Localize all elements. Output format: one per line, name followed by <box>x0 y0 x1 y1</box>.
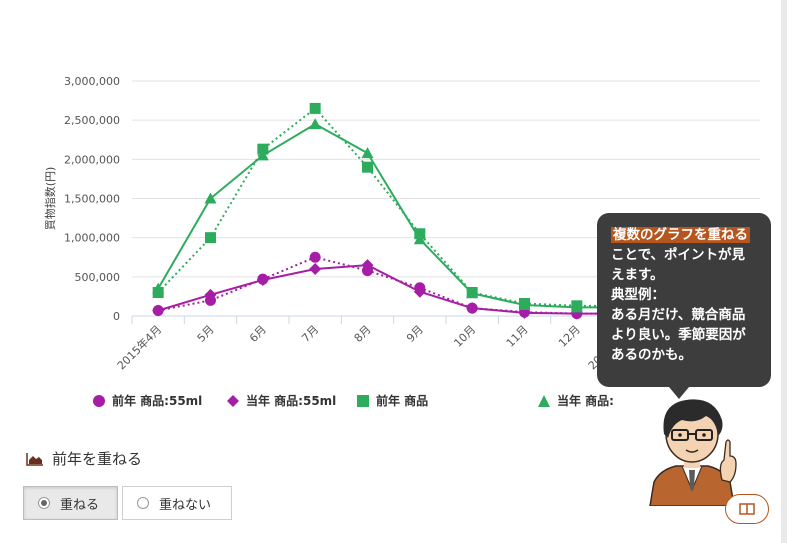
tip-line: ことで、ポイントが見 <box>611 247 746 263</box>
y-tick-label: 3,000,000 <box>64 75 120 88</box>
data-point-square <box>205 232 216 244</box>
data-point-circle <box>309 251 321 263</box>
tip-line: ある月だけ、競合商品 <box>611 307 746 323</box>
tip-highlight: 複数のグラフを重ねる <box>611 227 750 243</box>
y-tick-label: 1,500,000 <box>64 193 120 206</box>
data-point-diamond <box>413 285 426 298</box>
x-tick-label: 5月 <box>195 323 217 345</box>
x-tick-label: 9月 <box>404 323 426 345</box>
y-tick-label: 500,000 <box>75 271 121 284</box>
radio-unselected-icon <box>137 497 149 509</box>
radio-label: 重ねない <box>159 497 212 513</box>
overlay-on-radio[interactable]: 重ねる <box>23 486 118 520</box>
legend-item-prev-55ml[interactable]: 前年 商品:55ml <box>92 392 202 409</box>
y-tick-label: 1,000,000 <box>64 232 120 245</box>
data-point-diamond <box>361 259 374 272</box>
data-point-diamond <box>152 304 165 317</box>
tip-speech-bubble: 複数のグラフを重ねる ことで、ポイントが見 えます。 典型例： ある月だけ、競合… <box>597 213 771 399</box>
glossary-book-button[interactable] <box>725 494 769 524</box>
radio-selected-icon <box>38 497 50 509</box>
data-point-triangle <box>256 149 269 161</box>
x-tick-label: 6月 <box>247 323 269 345</box>
data-point-square <box>257 143 269 155</box>
book-icon <box>739 503 755 515</box>
x-tick-label: 7月 <box>299 323 321 345</box>
legend-label: 当年 商品: <box>557 394 614 408</box>
data-point-diamond <box>309 263 322 275</box>
data-point-diamond <box>204 288 217 301</box>
legend-item-curr-item[interactable]: 当年 商品: <box>537 392 614 409</box>
data-point-square <box>362 161 373 173</box>
data-point-triangle <box>518 299 531 311</box>
circle-marker-icon <box>93 394 105 407</box>
x-tick-label: 12月 <box>556 323 583 350</box>
data-point-triangle <box>413 233 426 245</box>
legend-item-curr-55ml[interactable]: 当年 商品:55ml <box>226 392 336 409</box>
data-point-triangle <box>309 118 322 130</box>
data-point-triangle <box>466 287 479 299</box>
x-tick-label: 10月 <box>451 323 478 350</box>
square-marker-icon <box>357 394 369 407</box>
x-tick-label: 2015年4月 <box>114 322 164 372</box>
series-line <box>157 107 734 307</box>
x-tick-label: 8月 <box>352 323 374 345</box>
legend-label: 前年 商品:55ml <box>112 394 203 408</box>
overlay-radio-group: 重ねる 重ねない <box>23 486 232 520</box>
y-tick-label: 2,500,000 <box>64 114 120 127</box>
data-point-triangle <box>204 192 217 204</box>
radio-label: 重ねる <box>60 497 100 513</box>
legend-label: 前年 商品 <box>376 394 429 408</box>
area-chart-icon <box>26 452 43 466</box>
triangle-marker-icon <box>538 394 550 407</box>
overlay-section-title: 前年を重ねる <box>26 448 142 469</box>
tip-line: 典型例： <box>611 287 665 303</box>
legend-label: 当年 商品:55ml <box>246 394 337 408</box>
overlay-off-radio[interactable]: 重ねない <box>122 486 232 520</box>
legend-item-prev-item[interactable]: 前年 商品 <box>356 392 428 409</box>
y-tick-label: 0 <box>113 310 120 323</box>
data-point-triangle <box>361 147 374 159</box>
data-point-square <box>309 102 321 114</box>
tip-line: えます。 <box>611 267 664 283</box>
y-tick-label: 2,000,000 <box>64 153 120 166</box>
data-point-diamond <box>466 302 479 315</box>
diamond-marker-icon <box>227 394 239 407</box>
data-point-triangle <box>152 282 165 294</box>
tip-line: より良い。季節要因が <box>611 327 746 343</box>
data-point-triangle <box>570 301 583 313</box>
tip-line: あるのかも。 <box>611 347 692 363</box>
y-axis-label: 買物指数(円) <box>43 167 57 231</box>
consultant-mascot-illustration <box>649 399 737 506</box>
data-point-diamond <box>256 273 269 286</box>
section-title-text: 前年を重ねる <box>52 450 143 468</box>
x-tick-label: 11月 <box>504 323 531 350</box>
